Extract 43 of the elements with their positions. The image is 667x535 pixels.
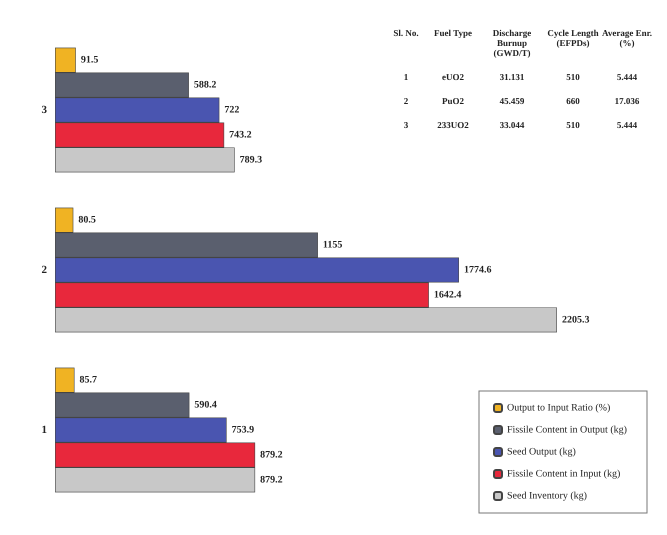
data-label: 1155 xyxy=(322,240,342,251)
legend-label: Seed Inventory (kg) xyxy=(507,490,587,502)
annotation: Discharge Burnup (GWD/T) xyxy=(492,28,532,58)
data-label: 743.2 xyxy=(229,129,252,140)
legend-label: Fissile Content in Output (kg) xyxy=(507,424,627,436)
legend-label: Seed Output (kg) xyxy=(507,446,576,458)
data-label: 753.9 xyxy=(232,424,254,436)
text: 660 xyxy=(565,96,581,106)
data-label: 80.5 xyxy=(78,214,96,226)
annotation: Sl. No. xyxy=(392,28,420,40)
annotation: 233UO2 xyxy=(436,120,470,130)
text: 17.036 xyxy=(614,96,640,106)
data-label: 1774.6 xyxy=(464,264,492,276)
annotation: 1 xyxy=(402,72,410,82)
data-label: 590.4 xyxy=(194,400,217,411)
annotation: Cycle Length (EFPDs) xyxy=(546,28,600,50)
y-tick-label: 2 xyxy=(42,264,48,276)
annotation: 33.044 xyxy=(498,120,526,130)
annotation: 3 xyxy=(402,120,410,130)
legend-label: Output to Input Ratio (%) xyxy=(507,402,610,414)
text: Average Enr. (%) xyxy=(601,28,653,50)
text: 5.444 xyxy=(616,72,638,82)
text: 5.444 xyxy=(616,120,638,130)
annotation: eUO2 xyxy=(441,72,465,82)
annotation: 45.459 xyxy=(498,96,526,106)
data-label: 91.5 xyxy=(80,54,98,66)
data-label: 789.3 xyxy=(240,154,262,166)
annotation: 2 xyxy=(402,96,410,106)
legend-label: Fissile Content in Input (kg) xyxy=(507,468,620,480)
data-label: 588.2 xyxy=(194,80,216,91)
text: 510 xyxy=(565,72,581,82)
data-label: 879.2 xyxy=(260,449,283,460)
y-tick-label: 3 xyxy=(42,104,48,116)
y-tick-label: 1 xyxy=(42,424,47,436)
annotation: Fuel Type xyxy=(433,28,473,40)
data-label: 2205.3 xyxy=(562,314,590,326)
annotation: 31.131 xyxy=(498,72,526,82)
text: 510 xyxy=(565,120,581,130)
data-label: 722 xyxy=(224,104,240,116)
data-label: 85.7 xyxy=(80,374,98,386)
annotation: PuO2 xyxy=(440,96,465,106)
data-label: 1642.4 xyxy=(434,289,462,300)
data-label: 879.2 xyxy=(260,474,283,486)
